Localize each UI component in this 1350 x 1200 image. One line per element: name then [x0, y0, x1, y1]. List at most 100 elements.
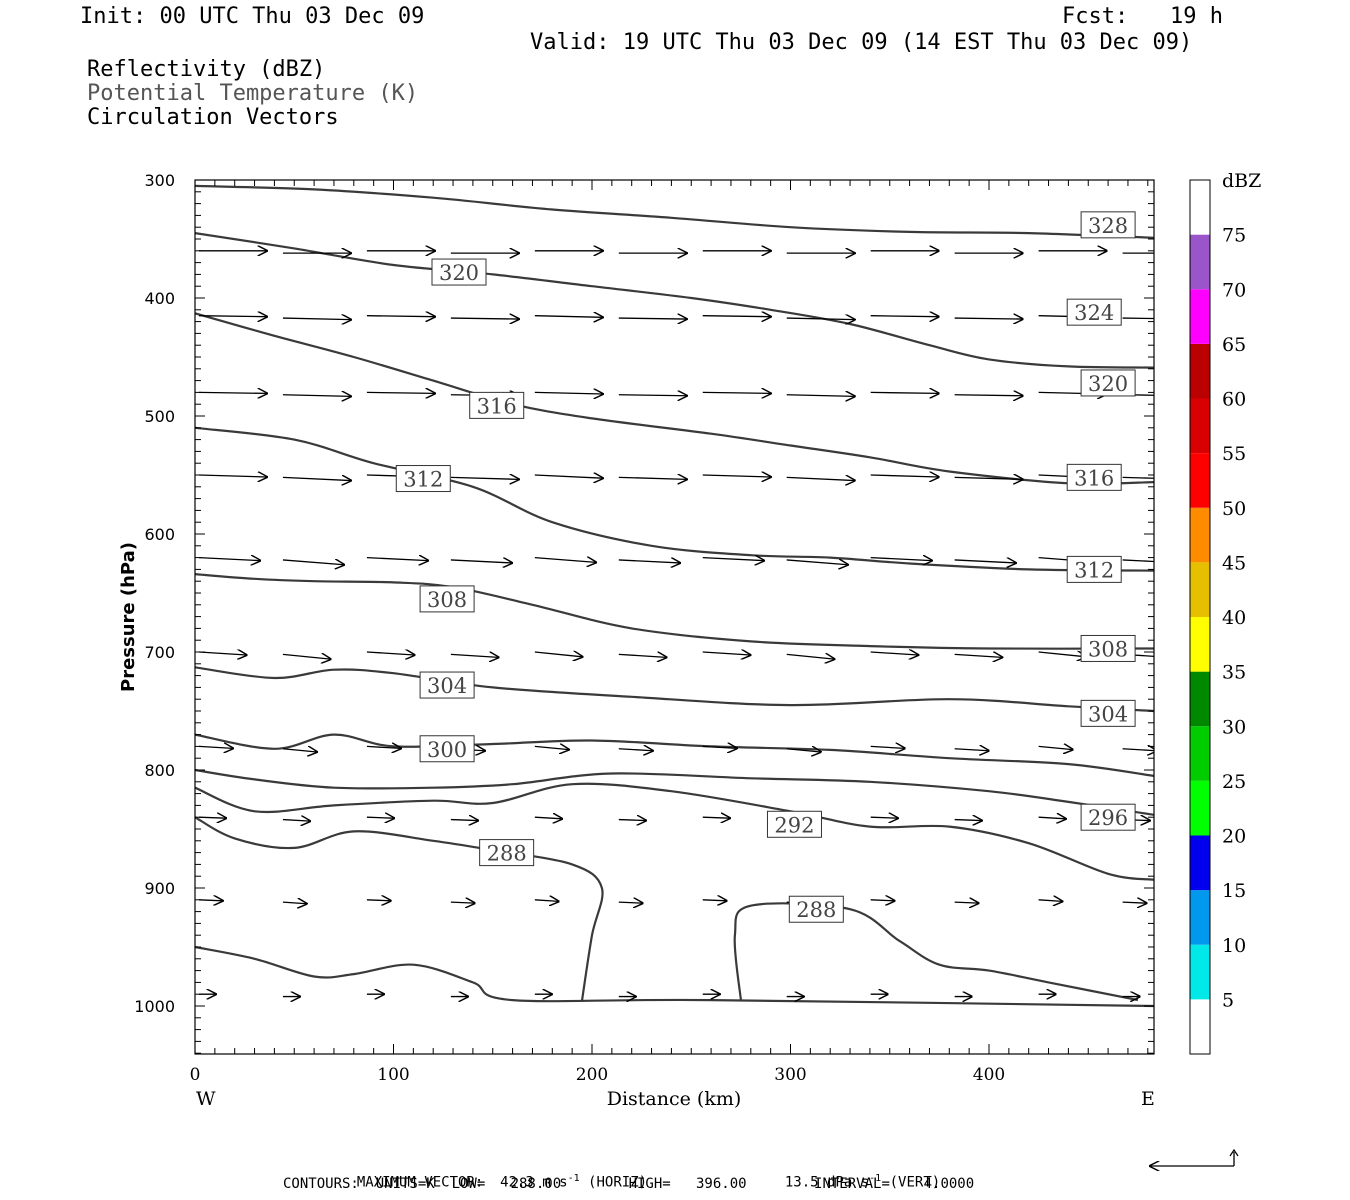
contour-label-box	[469, 391, 525, 419]
circulation-vector	[198, 392, 267, 393]
horiz-unit-exponent: -1	[567, 1173, 580, 1184]
circulation-vector	[198, 316, 267, 317]
circulation-vector	[534, 817, 562, 819]
circulation-vector	[534, 475, 603, 478]
contour-label-box	[395, 465, 451, 493]
colorbar-label: 75	[1222, 225, 1246, 247]
circulation-vector	[282, 654, 331, 659]
field-potential-temperature: Potential Temperature (K)	[87, 81, 419, 106]
colorbar-segment	[1190, 617, 1210, 672]
circulation-vector	[366, 900, 391, 901]
contour-label-box	[1080, 699, 1136, 727]
circulation-vector	[534, 316, 603, 318]
colorbar-label: 10	[1222, 935, 1246, 957]
colorbar-label: 60	[1222, 389, 1246, 411]
field-reflectivity: Reflectivity (dBZ)	[87, 57, 326, 82]
isentrope-300	[195, 768, 1154, 816]
max-vector-vert-info: 13.5 dPa s-1 (VERT)	[768, 1157, 940, 1191]
isentrope-286	[195, 945, 1154, 1008]
colorbar-label: 45	[1222, 552, 1246, 574]
colorbar-label: 40	[1222, 607, 1246, 629]
isentrope-316	[195, 426, 1154, 572]
circulation-vector	[1038, 746, 1073, 749]
circulation-vector	[702, 900, 727, 901]
contour-label-box	[1080, 803, 1136, 831]
circulation-vector	[618, 749, 653, 751]
circulation-vector	[618, 902, 643, 903]
colorbar-label: 50	[1222, 498, 1246, 520]
x-tick-label: 200	[576, 1065, 608, 1085]
valid-time: Valid: 19 UTC Thu 03 Dec 09 (14 EST Thu …	[530, 30, 1193, 55]
contour-label: 316	[1074, 466, 1114, 490]
colorbar-segment	[1190, 180, 1210, 235]
circulation-vector	[870, 746, 905, 748]
contour-label: 288	[796, 898, 836, 922]
colorbar-segment	[1190, 780, 1210, 836]
isentrope-312	[195, 573, 1154, 650]
contour-label: 308	[427, 588, 467, 612]
isentrope-292	[195, 816, 604, 1001]
circulation-vector	[870, 900, 895, 901]
circulation-vector	[786, 560, 848, 565]
contour-label-box	[431, 258, 487, 286]
circulation-vector	[198, 817, 226, 818]
contour-label: 312	[1074, 558, 1114, 582]
circulation-vector	[954, 820, 982, 821]
circulation-vector	[450, 318, 519, 319]
circulation-vector	[618, 318, 687, 319]
contour-label: 292	[774, 813, 814, 837]
max-vector-horiz: MAXIMUM VECTOR: 42.3 m s	[356, 1174, 568, 1191]
colorbar-label: 70	[1222, 279, 1246, 301]
circulation-vector	[450, 820, 478, 821]
east-label: E	[1141, 1088, 1155, 1110]
contour-label: 312	[403, 468, 443, 492]
colorbar-segment	[1190, 835, 1210, 891]
circulation-vector	[618, 477, 687, 479]
colorbar-segment	[1190, 671, 1210, 727]
colorbar-segment	[1190, 343, 1210, 399]
x-tick-label: 0	[190, 1065, 201, 1085]
circulation-vector	[870, 475, 939, 477]
circulation-vector	[1122, 476, 1154, 479]
circulation-vector	[450, 654, 499, 657]
colorbar-segment	[1190, 890, 1210, 945]
colorbar-segment	[1190, 999, 1210, 1054]
circulation-vector	[786, 318, 855, 320]
circulation-vector	[618, 560, 680, 563]
forecast-hour: 19 h	[1170, 4, 1223, 29]
isentrope-328	[195, 184, 1154, 239]
contour-label-box	[766, 810, 822, 838]
circulation-vector	[534, 392, 603, 394]
circulation-vector	[870, 652, 919, 655]
colorbar-segment	[1190, 507, 1210, 563]
circulation-vector	[282, 477, 351, 480]
contour-label-box	[1080, 211, 1136, 239]
y-tick-label: 1000	[134, 997, 175, 1016]
circulation-vector	[702, 316, 771, 317]
circulation-vector	[282, 902, 307, 904]
contour-label: 320	[439, 261, 479, 285]
contour-label-box	[419, 671, 475, 699]
isentrope-296	[195, 782, 1154, 881]
circulation-vector	[702, 652, 751, 655]
contour-label: 324	[1074, 301, 1114, 325]
colorbar-unit: dBZ	[1222, 170, 1261, 192]
contour-label-box	[419, 735, 475, 763]
circulation-vector	[702, 392, 771, 393]
circulation-vector	[954, 749, 989, 751]
circulation-vector	[786, 477, 855, 480]
contour-label-box	[1080, 634, 1136, 662]
circulation-vector	[954, 902, 979, 903]
circulation-vector	[870, 316, 939, 317]
circulation-vector	[1038, 652, 1087, 657]
contour-label: 308	[1088, 637, 1128, 661]
circulation-vector	[450, 560, 512, 563]
circulation-vector	[870, 392, 939, 393]
y-tick-label: 700	[144, 643, 175, 662]
circulation-vector	[618, 820, 646, 821]
circulation-vector	[702, 475, 771, 477]
colorbar-segment	[1190, 398, 1210, 454]
isentrope-308	[195, 666, 1154, 713]
y-tick-label: 400	[144, 289, 175, 308]
circulation-vector	[618, 654, 667, 657]
